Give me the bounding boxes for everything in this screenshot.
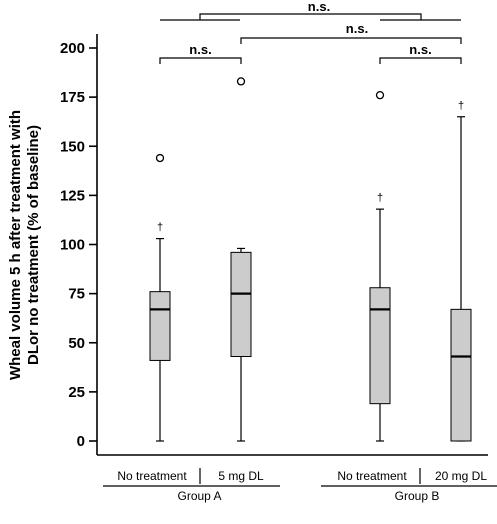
significance-label: n.s.: [308, 0, 330, 14]
dagger-mark: †: [458, 100, 464, 112]
y-tick-label: 100: [60, 237, 85, 254]
significance-label: n.s.: [189, 42, 211, 57]
outlier-point: [375, 91, 385, 100]
group-label: Group A: [177, 489, 221, 503]
y-tick-label: 175: [60, 89, 85, 106]
outlier-point: [236, 77, 246, 86]
significance-bracket: [160, 13, 461, 21]
box-4: [450, 308, 472, 442]
category-label: No treatment: [337, 469, 407, 483]
dagger-mark: †: [377, 192, 383, 204]
box-2: [230, 251, 252, 358]
y-tick-label: 200: [60, 40, 85, 57]
y-tick-label: 50: [68, 335, 85, 352]
y-tick-label: 75: [68, 286, 85, 303]
outlier-point: [155, 153, 165, 163]
y-tick-label: 0: [77, 433, 85, 450]
box-1: [149, 291, 171, 361]
dagger-mark: †: [157, 222, 163, 234]
group-label: Group B: [395, 489, 440, 503]
significance-bracket: [240, 37, 462, 44]
y-tick-label: 25: [68, 384, 85, 401]
significance-bracket: [159, 57, 242, 64]
y-tick-label: 125: [60, 187, 85, 204]
significance-label: n.s.: [409, 42, 431, 57]
category-label: No treatment: [117, 469, 187, 483]
category-label: 5 mg DL: [218, 469, 264, 483]
box-3: [369, 287, 391, 405]
significance-label: n.s.: [346, 21, 368, 36]
significance-bracket: [379, 57, 462, 64]
category-label: 20 mg DL: [435, 469, 487, 483]
y-axis-label: DLor no treatment (% of baseline): [25, 125, 42, 365]
y-axis-label: Wheal volume 5 h after treatment with: [7, 110, 24, 380]
y-tick-label: 150: [60, 138, 85, 155]
